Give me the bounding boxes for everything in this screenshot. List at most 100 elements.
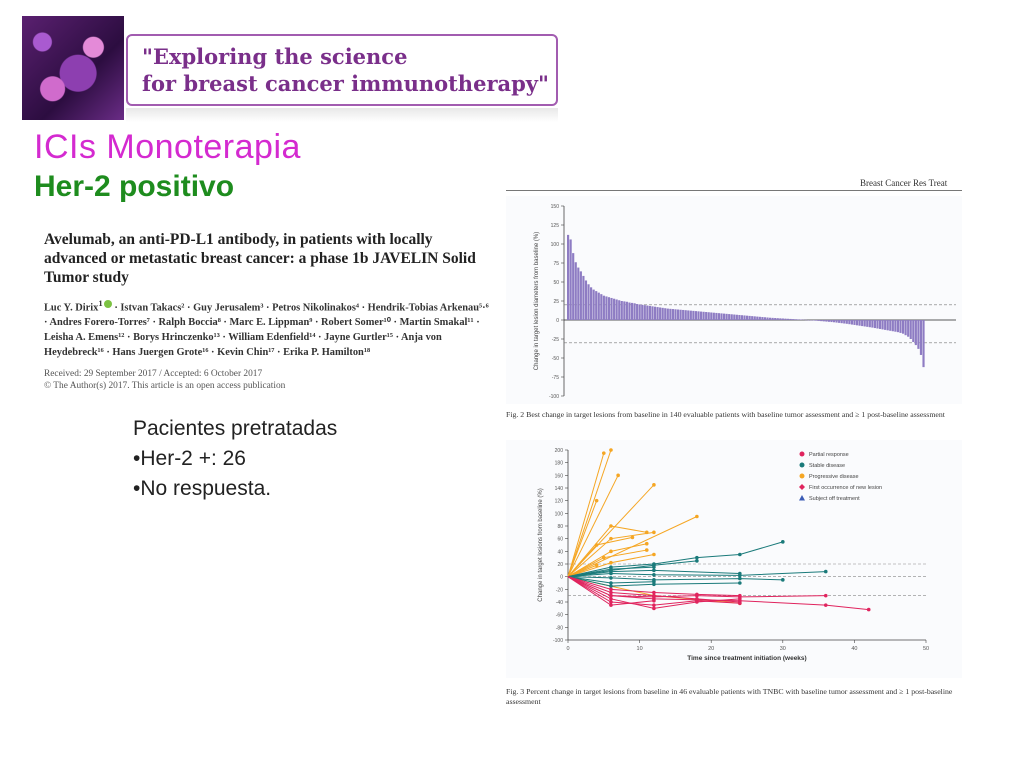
y-tick-label: 60: [557, 537, 563, 543]
waterfall-bar: [676, 309, 680, 320]
notes-block: Pacientes pretratadas •Her-2 +: 26 •No r…: [133, 414, 337, 504]
banner-shadow: [126, 108, 558, 122]
waterfall-bar: [717, 313, 721, 320]
waterfall-bar: [822, 320, 825, 322]
waterfall-bar: [896, 320, 900, 333]
waterfall-bar: [871, 320, 874, 328]
data-point-sd: [781, 540, 785, 544]
data-point-pr: [609, 597, 613, 601]
waterfall-bar: [579, 271, 582, 320]
waterfall-bar: [577, 267, 580, 320]
banner-image: [22, 16, 124, 120]
data-point-pr: [652, 598, 656, 603]
waterfall-bar: [853, 320, 856, 325]
data-point-pr: [695, 600, 699, 604]
data-point-pd: [695, 514, 699, 519]
waterfall-bar: [922, 320, 925, 368]
data-point-pd: [644, 541, 649, 546]
data-point-pr: [738, 600, 742, 604]
y-tick-label: 40: [557, 549, 563, 555]
legend-marker: [799, 484, 805, 490]
data-point-sd: [652, 568, 656, 573]
banner-line-2: for breast cancer immunotherapy": [142, 71, 549, 96]
data-point-sd: [652, 565, 656, 569]
waterfall-bar: [889, 320, 892, 331]
waterfall-bar: [820, 320, 823, 322]
waterfall-bar: [855, 320, 859, 326]
waterfall-bar: [636, 304, 639, 320]
series-line-sd: [567, 569, 740, 578]
waterfall-bar: [907, 320, 910, 337]
data-point-pd: [644, 548, 649, 552]
waterfall-bar: [590, 287, 593, 320]
waterfall-bar: [602, 295, 605, 320]
waterfall-bar: [728, 314, 731, 320]
data-point-sd: [609, 576, 613, 580]
series-line-pd: [567, 449, 612, 577]
waterfall-bar: [769, 317, 772, 320]
waterfall-bar: [789, 318, 792, 320]
data-point-sd: [781, 578, 785, 582]
data-point-pr: [652, 593, 656, 598]
data-point-sd: [609, 569, 613, 574]
waterfall-bar: [735, 314, 738, 320]
waterfall-bar: [881, 320, 884, 330]
legend-label: Subject off treatment: [809, 496, 860, 502]
data-point-pd: [609, 549, 613, 554]
waterfall-bar: [584, 280, 588, 320]
data-point-pr: [609, 603, 613, 607]
waterfall-bar: [666, 308, 669, 320]
waterfall-bar: [771, 317, 774, 320]
waterfall-bar: [692, 310, 695, 320]
data-point-pr: [652, 590, 656, 595]
x-tick-label: 20: [708, 646, 714, 652]
y-tick-label: -40: [556, 600, 563, 606]
y-tick-label: 180: [555, 461, 564, 467]
waterfall-bar: [710, 312, 713, 320]
series-line-pd: [567, 564, 597, 578]
paper-title: Avelumab, an anti-PD-L1 antibody, in pat…: [44, 231, 476, 286]
waterfall-bar: [779, 318, 782, 320]
legend-label: First occurrence of new lesion: [809, 485, 882, 491]
legend-marker: [799, 451, 805, 457]
waterfall-bar: [792, 319, 795, 320]
waterfall-bar: [689, 310, 692, 320]
data-point-sd: [652, 582, 656, 587]
waterfall-bar: [618, 300, 621, 320]
data-point-sd: [738, 552, 742, 557]
paper-copyright: © The Author(s) 2017. This article is an…: [44, 381, 286, 392]
waterfall-bar: [567, 234, 570, 320]
legend-label: Partial response: [809, 452, 849, 458]
y-tick-label: 25: [553, 299, 559, 305]
waterfall-bar: [832, 320, 836, 323]
data-point-pr: [609, 593, 613, 598]
waterfall-bar: [868, 320, 871, 328]
y-tick-label: -50: [552, 356, 559, 362]
series-line-sd: [567, 541, 783, 578]
waterfall-bar: [730, 314, 733, 320]
data-point-sd: [823, 569, 828, 574]
waterfall-chart: 150 125 100 75 50 25 0 -25 -50 -75 -100 Change in t…: [534, 204, 956, 400]
waterfall-bar: [845, 320, 848, 324]
waterfall-bar: [766, 317, 769, 320]
waterfall-bar: [899, 320, 902, 333]
x-tick-label: 10: [637, 646, 643, 652]
figure-2-caption: Fig. 2 Best change in target lesions fro…: [506, 410, 945, 419]
data-point-sd: [609, 581, 613, 585]
data-point-pd: [652, 530, 656, 535]
waterfall-bar: [751, 316, 754, 320]
legend-marker: [799, 495, 805, 501]
series-line-pd: [567, 453, 605, 577]
data-point-sd: [738, 576, 742, 581]
waterfall-bar: [901, 320, 905, 334]
waterfall-bar: [687, 310, 690, 320]
waterfall-bar: [758, 316, 761, 320]
y-tick-label: -20: [556, 587, 563, 593]
orcid-icon: [103, 300, 112, 309]
data-point-sd: [609, 567, 613, 571]
legend-label: Stable disease: [809, 463, 845, 469]
waterfall-bar: [643, 305, 646, 320]
note-no-response: •No respuesta.: [133, 477, 272, 500]
waterfall-bar: [720, 313, 723, 320]
waterfall-bar: [725, 313, 728, 320]
